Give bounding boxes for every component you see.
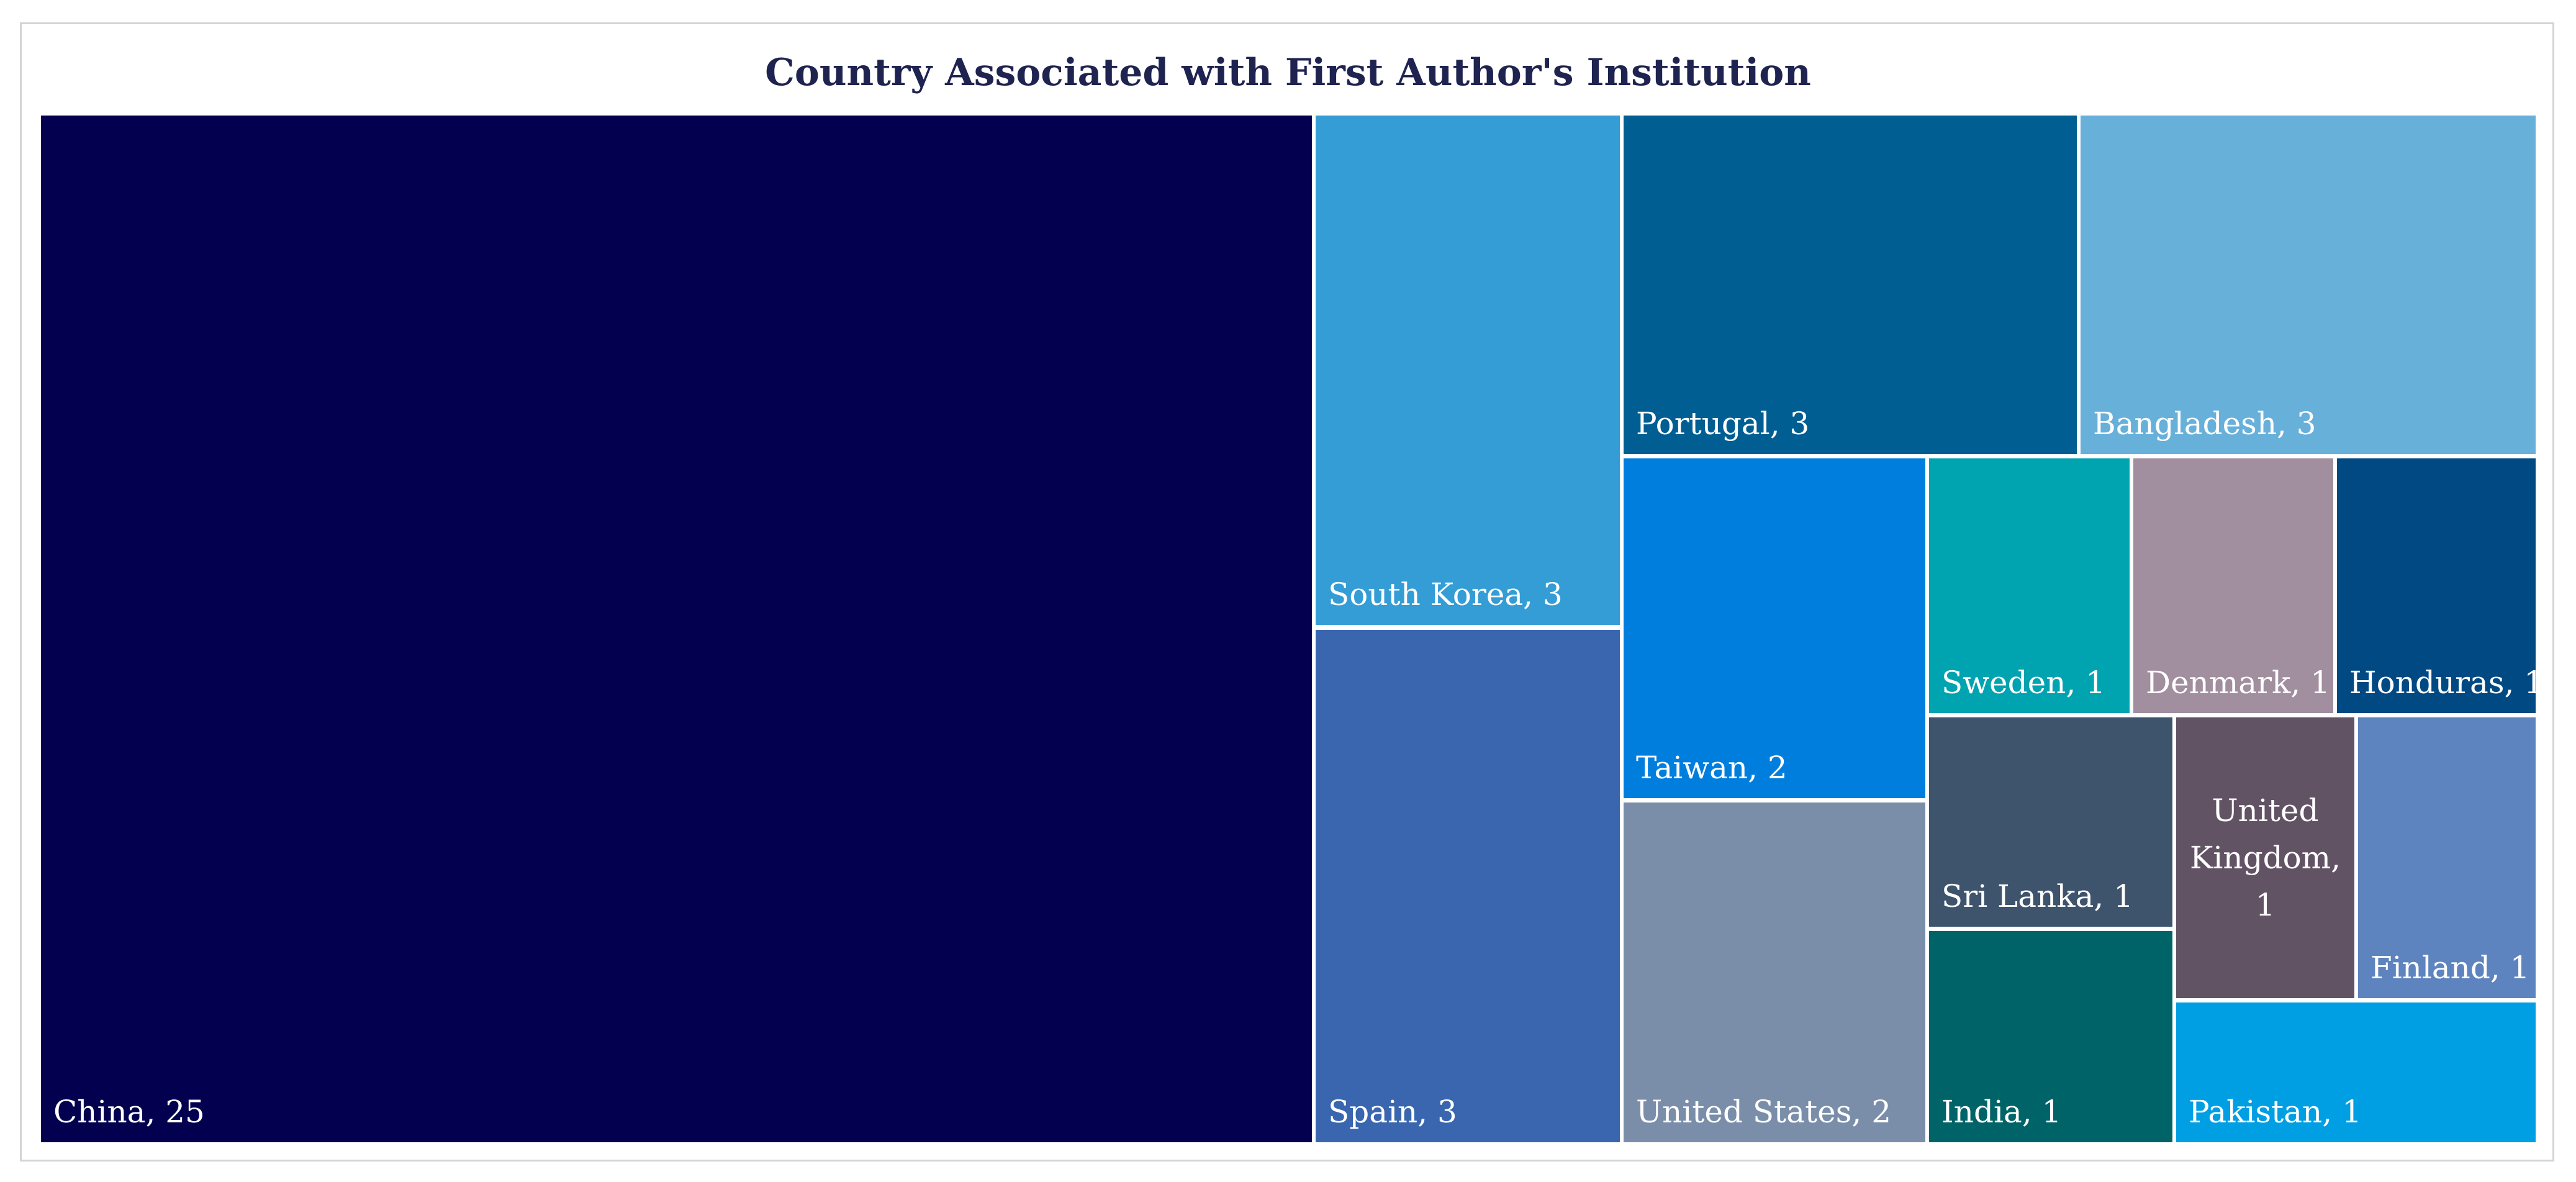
tile-label-denmark: Denmark, 1 (2146, 665, 2330, 701)
tile-label-pakistan: Pakistan, 1 (2189, 1094, 2362, 1130)
tile-sweden (1929, 458, 2130, 713)
tile-label-portugal: Portugal, 3 (1636, 406, 1809, 442)
tile-portugal (1624, 116, 2077, 454)
tile-united-kingdom (2176, 717, 2354, 998)
tile-spain (1316, 630, 1620, 1142)
tile-pakistan (2176, 1002, 2536, 1142)
tile-united-states (1624, 802, 1925, 1142)
tile-label-spain: Spain, 3 (1328, 1094, 1457, 1130)
tile-denmark (2133, 458, 2333, 713)
tile-label-honduras: Honduras, 1 (2349, 665, 2544, 701)
tile-label-sweden: Sweden, 1 (1941, 665, 2105, 701)
chart-title: Country Associated with First Author's I… (765, 51, 1811, 94)
tile-label-taiwan: Taiwan, 2 (1636, 750, 1787, 786)
tile-label-united-kingdom: United Kingdom, 1 (2190, 793, 2341, 923)
tile-label-china: China, 25 (53, 1094, 205, 1130)
tile-label-india: India, 1 (1941, 1094, 2061, 1130)
tile-finland (2358, 717, 2536, 998)
tile-sri-lanka (1929, 717, 2172, 927)
tile-label-finland: Finland, 1 (2370, 950, 2530, 986)
tile-label-sri-lanka: Sri Lanka, 1 (1941, 878, 2133, 914)
tile-bangladesh (2081, 116, 2536, 454)
tile-label-south-korea: South Korea, 3 (1328, 576, 1563, 612)
tile-label-bangladesh: Bangladesh, 3 (2093, 406, 2316, 442)
tile-honduras (2337, 458, 2536, 713)
tile-india (1929, 931, 2172, 1142)
tile-south-korea (1316, 116, 1620, 625)
tile-taiwan (1624, 458, 1925, 798)
tile-china (41, 116, 1312, 1142)
tile-label-united-states: United States, 2 (1636, 1094, 1891, 1130)
